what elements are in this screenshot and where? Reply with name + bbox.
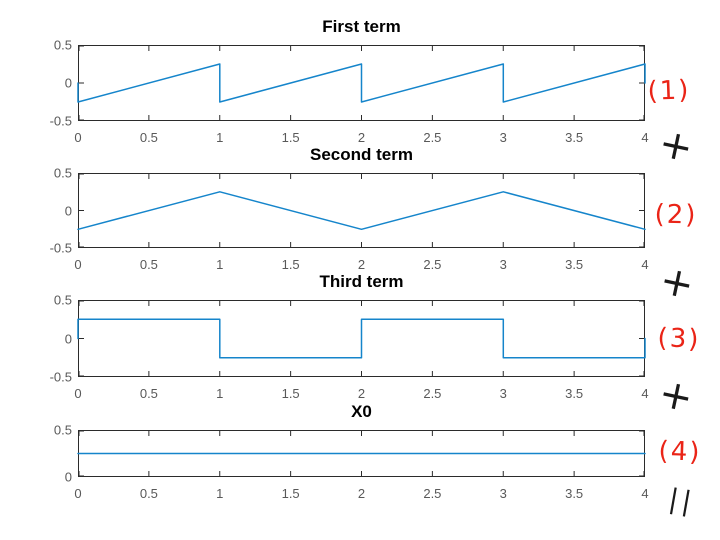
handwritten-equals-bars-icon: || <box>666 483 698 519</box>
x-tick-label: 2 <box>357 386 366 401</box>
subplot-first-term: First term 0.5 0 -0.5 0 0.5 1 1.5 2 2.5 3 3.5 4 <box>0 17 720 145</box>
x-tick-label: 4 <box>641 257 649 272</box>
x-tick-label: 2.5 <box>423 386 442 401</box>
x-axis-tick-labels: 0 0.5 1 1.5 2 2.5 3 3.5 4 <box>0 121 720 145</box>
handwritten-plus-icon: + <box>654 370 698 422</box>
subplot-title-second-term: Second term <box>310 145 413 164</box>
x-tick-label: 3 <box>499 386 507 401</box>
x-tick-label: 2 <box>357 257 366 272</box>
plot-area-first-term <box>77 45 646 121</box>
x-tick-label: 0 <box>74 130 82 145</box>
y-tick-label: 0 <box>64 469 72 485</box>
y-tick-label: 0 <box>64 331 72 346</box>
x-axis-tick-labels: 0 0.5 1 1.5 2 2.5 3 3.5 4 <box>0 477 720 501</box>
x-tick-label: 1.5 <box>281 130 300 145</box>
x-tick-label: 0 <box>74 386 82 401</box>
x-axis-tick-labels: 0 0.5 1 1.5 2 2.5 3 3.5 4 <box>0 248 720 272</box>
subplot-second-term: Second term 0.5 0 -0.5 0 0.5 1 1.5 2 2.5 3 3.5 4 <box>0 145 720 272</box>
y-axis-tick-labels: 0.5 0 -0.5 <box>0 293 72 385</box>
y-tick-label: 0 <box>64 75 72 91</box>
x-tick-label: 2.5 <box>423 257 442 272</box>
plot-area-x0 <box>77 430 646 477</box>
x-tick-label: 1.5 <box>281 257 300 272</box>
x-tick-label: 3 <box>499 486 507 501</box>
x-tick-label: 1.5 <box>281 486 300 501</box>
y-tick-label: 0.5 <box>53 422 72 438</box>
x-tick-label: 2 <box>357 130 366 145</box>
x-tick-label: 0 <box>74 486 82 501</box>
x-tick-label: 0.5 <box>139 486 158 501</box>
handwritten-term-1-label: (1) <box>647 75 691 107</box>
y-tick-label: -0.5 <box>49 240 72 256</box>
x-tick-label: 3.5 <box>565 386 584 401</box>
x-tick-label: 3 <box>499 257 507 272</box>
x-tick-label: 3.5 <box>565 486 584 501</box>
x-tick-label: 0.5 <box>139 257 158 272</box>
y-tick-label: -0.5 <box>49 113 72 129</box>
x-tick-label: 1 <box>216 257 224 272</box>
y-tick-label: -0.5 <box>49 369 72 385</box>
subplot-third-term: Third term 0.5 0 -0.5 0 0.5 1 1.5 2 2.5 3 3.5 4 <box>0 272 720 401</box>
plot-area-second-term <box>77 173 646 248</box>
x-tick-label: 4 <box>641 130 649 145</box>
x-tick-label: 2 <box>357 486 366 501</box>
y-tick-label: 0.5 <box>53 37 72 53</box>
plot-area-third-term <box>77 300 646 377</box>
y-tick-label: 0.5 <box>53 165 72 181</box>
subplot-title-third-term: Third term <box>319 272 404 291</box>
y-tick-label: 0 <box>64 203 72 218</box>
y-axis-tick-labels: 0.5 0 <box>0 423 72 485</box>
handwritten-term-4-label: (4) <box>658 436 702 468</box>
x-tick-label: 1 <box>216 386 224 401</box>
x-tick-label: 1.5 <box>281 386 300 401</box>
x-tick-label: 3.5 <box>565 257 584 272</box>
y-axis-tick-labels: 0.5 0 -0.5 <box>0 166 72 256</box>
handwritten-plus-icon: + <box>654 120 698 172</box>
x-tick-label: 4 <box>641 386 649 401</box>
x-tick-label: 0.5 <box>139 130 158 145</box>
subplot-title-x0: X0 <box>351 402 372 421</box>
handwritten-term-3-label: (3) <box>657 323 701 355</box>
subplot-title-first-term: First term <box>322 17 401 36</box>
x-tick-label: 1 <box>216 130 224 145</box>
y-axis-tick-labels: 0.5 0 -0.5 <box>0 38 72 129</box>
x-tick-label: 4 <box>641 486 649 501</box>
x-tick-label: 0.5 <box>139 386 158 401</box>
handwritten-term-2-label: (2) <box>654 199 698 231</box>
x-tick-label: 2.5 <box>423 130 442 145</box>
y-tick-label: 0.5 <box>53 292 72 308</box>
x-tick-label: 3 <box>499 130 507 145</box>
x-axis-tick-labels: 0 0.5 1 1.5 2 2.5 3 3.5 4 <box>0 377 720 401</box>
x-tick-label: 3.5 <box>565 130 584 145</box>
subplot-x0: X0 0.5 0 0 0.5 1 1.5 2 2.5 3 3.5 4 <box>0 402 720 501</box>
x-tick-label: 1 <box>216 486 224 501</box>
x-tick-label: 0 <box>74 257 82 272</box>
x-tick-label: 2.5 <box>423 486 442 501</box>
